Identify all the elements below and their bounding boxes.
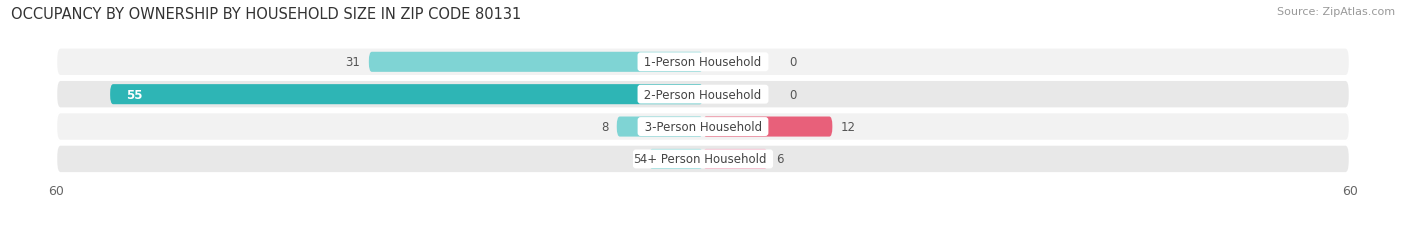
FancyBboxPatch shape [703, 117, 832, 137]
FancyBboxPatch shape [368, 52, 703, 73]
FancyBboxPatch shape [650, 149, 703, 169]
Text: 1-Person Household: 1-Person Household [641, 56, 765, 69]
Text: 0: 0 [789, 56, 797, 69]
Text: 6: 6 [776, 153, 783, 166]
Legend: Owner-occupied, Renter-occupied: Owner-occupied, Renter-occupied [568, 227, 838, 231]
Text: 5: 5 [633, 153, 641, 166]
Text: 2-Person Household: 2-Person Household [641, 88, 765, 101]
Text: 4+ Person Household: 4+ Person Household [636, 153, 770, 166]
Text: 0: 0 [789, 88, 797, 101]
Text: Source: ZipAtlas.com: Source: ZipAtlas.com [1277, 7, 1395, 17]
FancyBboxPatch shape [703, 149, 768, 169]
Text: 3-Person Household: 3-Person Household [641, 121, 765, 134]
Text: 31: 31 [346, 56, 360, 69]
Text: 12: 12 [841, 121, 856, 134]
FancyBboxPatch shape [56, 81, 1350, 109]
FancyBboxPatch shape [110, 85, 703, 105]
Text: OCCUPANCY BY OWNERSHIP BY HOUSEHOLD SIZE IN ZIP CODE 80131: OCCUPANCY BY OWNERSHIP BY HOUSEHOLD SIZE… [11, 7, 522, 22]
FancyBboxPatch shape [56, 48, 1350, 77]
FancyBboxPatch shape [617, 117, 703, 137]
Text: 55: 55 [127, 88, 143, 101]
FancyBboxPatch shape [56, 145, 1350, 173]
FancyBboxPatch shape [56, 113, 1350, 141]
Text: 8: 8 [600, 121, 609, 134]
